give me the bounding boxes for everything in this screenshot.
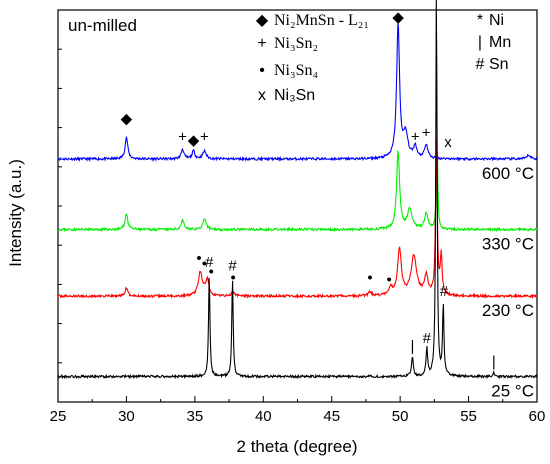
legend-marker: + xyxy=(257,35,266,52)
legend-label: Ni₃Sn₂ xyxy=(274,35,318,52)
peak-marker: | xyxy=(411,338,415,355)
peak-marker: ◆ xyxy=(121,111,133,128)
peak-marker: # xyxy=(205,254,214,271)
series-layer xyxy=(57,0,538,380)
peak-marker: + xyxy=(178,128,187,145)
peak-marker: # xyxy=(423,330,432,347)
x-tick-label: 30 xyxy=(118,408,135,425)
legend-right: * Ni | Mn# Sn xyxy=(476,12,512,73)
legend-label: Ni₂MnSn - L₂₁ xyxy=(274,12,369,29)
peak-marker: # xyxy=(440,283,449,300)
legend-marker: ◆ xyxy=(256,12,269,29)
peak-marker: + xyxy=(411,128,420,145)
series-label: 25 °C xyxy=(491,382,534,401)
peak-marker: | xyxy=(492,354,496,371)
legend-label: Ni xyxy=(489,12,504,29)
x-tick-label: 35 xyxy=(187,408,204,425)
peak-marker: ◆ xyxy=(392,9,404,26)
x-axis-title: 2 theta (degree) xyxy=(237,437,358,456)
peak-marker: • xyxy=(231,269,236,286)
legend-label: Ni₃Sn xyxy=(274,87,315,104)
chart-title: un-milled xyxy=(68,16,137,35)
series-label: 600 °C xyxy=(482,164,534,183)
peak-marker: • xyxy=(387,271,392,288)
peak-marker: x xyxy=(444,134,452,151)
peak-marker: + xyxy=(422,124,431,141)
tick-layer: 25 30 35 40 45 50 55 60 xyxy=(50,48,546,425)
x-tick-label: 55 xyxy=(460,408,477,425)
peak-marker: + xyxy=(200,128,209,145)
series-labels: 600 °C 330 °C 230 °C 25 °C xyxy=(482,164,534,401)
x-tick-label: 25 xyxy=(50,408,67,425)
legend-label: Sn xyxy=(489,56,509,73)
legend-label: Mn xyxy=(489,34,511,51)
series-line xyxy=(57,22,538,162)
x-tick-label: 60 xyxy=(529,408,546,425)
legend-marker: # xyxy=(476,56,485,73)
peak-annotation-layer: ◆+◆+◆++*x••••••##|##| xyxy=(121,9,496,371)
x-tick-label: 45 xyxy=(323,408,340,425)
peak-marker: • xyxy=(202,256,207,273)
x-tick-label: 40 xyxy=(255,408,272,425)
peak-marker: # xyxy=(228,258,237,275)
series-line xyxy=(57,137,538,300)
legend-left: ◆ Ni₂MnSn - L₂₁ + Ni₃Sn₂ • Ni₃Sn₄ x Ni₃Sn xyxy=(256,12,369,104)
legend-marker: * xyxy=(477,12,483,29)
series-line xyxy=(57,0,538,380)
series-label: 330 °C xyxy=(482,235,534,254)
series-label: 230 °C xyxy=(482,301,534,320)
peak-marker: • xyxy=(196,250,201,267)
legend-label: Ni₃Sn₄ xyxy=(274,62,318,79)
x-tick-label: 50 xyxy=(392,408,409,425)
legend-marker: • xyxy=(259,62,265,79)
peak-marker: ◆ xyxy=(188,132,200,149)
peak-marker: • xyxy=(367,269,372,286)
legend-marker: | xyxy=(478,34,482,51)
peak-marker: • xyxy=(209,264,214,281)
y-axis-title: Intensity (a.u.) xyxy=(6,159,25,267)
legend-marker: x xyxy=(258,87,266,104)
series-line xyxy=(57,149,538,233)
